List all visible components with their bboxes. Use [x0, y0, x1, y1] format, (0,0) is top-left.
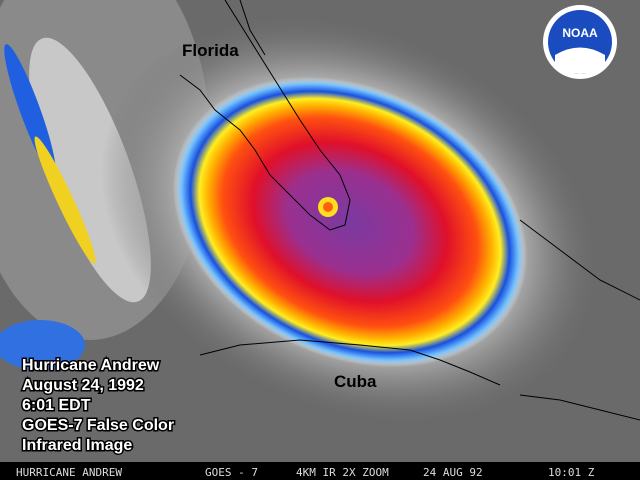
map-label: Cuba: [334, 372, 377, 391]
footer: HURRICANE ANDREW GOES - 7 4KM IR 2X ZOOM 24…: [16, 466, 595, 479]
footer-text: 4KM IR 2X ZOOM: [296, 466, 389, 479]
cloud-band: [4, 44, 56, 176]
footer-text: 24 AUG 92: [423, 466, 483, 479]
caption-line: Hurricane Andrew: [22, 357, 160, 374]
caption-line: Infrared Image: [22, 437, 132, 454]
eye: [323, 202, 333, 212]
map-label: Florida: [182, 41, 239, 60]
footer-text: 10:01 Z: [548, 466, 595, 479]
hurricane: [172, 76, 528, 368]
logo-text: NOAA: [562, 26, 598, 40]
cloud-band: [0, 320, 85, 370]
caption-line: August 24, 1992: [22, 377, 144, 394]
logo-gull: [555, 47, 605, 74]
coastline: [179, 0, 351, 231]
cloud-band: [34, 136, 96, 264]
footer-bar: [0, 462, 640, 480]
footer-text: GOES - 7: [205, 466, 258, 479]
footer-text: HURRICANE ANDREW: [16, 466, 122, 479]
coastline: [199, 339, 640, 421]
caption-line: GOES-7 False Color: [22, 417, 174, 434]
caption: Hurricane Andrew August 24, 1992 6:01 EDT G…: [21, 356, 176, 456]
caption-line: 6:01 EDT: [22, 397, 91, 414]
coastline: [239, 0, 640, 301]
